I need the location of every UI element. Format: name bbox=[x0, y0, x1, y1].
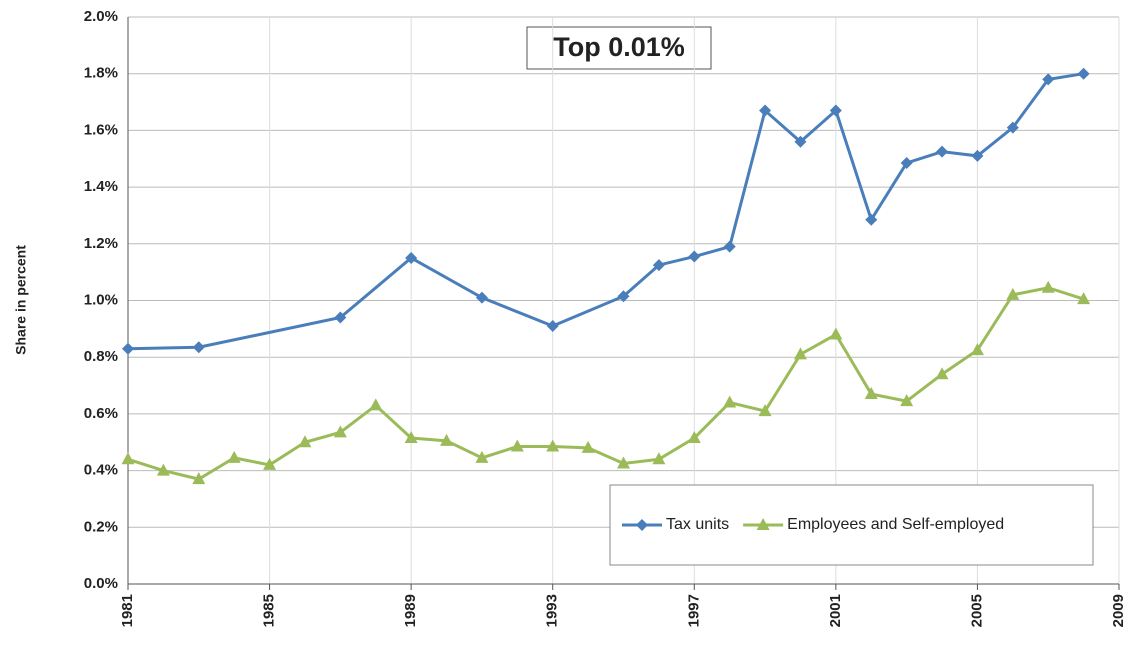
marker bbox=[156, 463, 170, 476]
marker bbox=[475, 450, 489, 463]
marker bbox=[758, 404, 772, 417]
y-tick-label: 1.2% bbox=[84, 235, 118, 252]
marker bbox=[192, 341, 205, 354]
marker bbox=[546, 320, 559, 333]
y-tick-label: 0.4% bbox=[84, 462, 118, 479]
x-tick-label: 1981 bbox=[119, 594, 136, 627]
marker bbox=[864, 387, 878, 400]
legend-label: Tax units bbox=[666, 516, 729, 533]
title-box bbox=[526, 26, 712, 70]
x-tick-label: 2005 bbox=[968, 594, 985, 627]
marker bbox=[1077, 292, 1091, 305]
marker bbox=[298, 435, 312, 448]
marker bbox=[971, 149, 984, 162]
marker bbox=[333, 425, 347, 438]
marker bbox=[334, 311, 347, 324]
marker bbox=[475, 291, 488, 304]
y-tick-label: 1.6% bbox=[84, 121, 118, 138]
marker bbox=[829, 327, 843, 340]
marker bbox=[581, 440, 595, 453]
marker bbox=[1006, 121, 1019, 134]
marker bbox=[688, 250, 701, 263]
legend-marker bbox=[756, 518, 770, 530]
marker bbox=[440, 433, 454, 446]
marker bbox=[829, 104, 842, 117]
marker bbox=[404, 430, 418, 443]
marker bbox=[723, 240, 736, 253]
marker bbox=[546, 439, 560, 452]
legend-marker bbox=[636, 519, 648, 531]
marker bbox=[652, 259, 665, 272]
marker bbox=[970, 343, 984, 356]
marker bbox=[192, 472, 206, 485]
series-line bbox=[127, 286, 1085, 481]
x-tick-label: 2001 bbox=[827, 594, 844, 627]
marker bbox=[1006, 287, 1020, 300]
marker bbox=[263, 457, 277, 470]
x-tick-label: 1993 bbox=[544, 594, 561, 627]
marker bbox=[1077, 67, 1090, 80]
x-tick-label: 1997 bbox=[685, 594, 702, 627]
y-tick-label: 0.8% bbox=[84, 348, 118, 365]
marker bbox=[759, 104, 772, 117]
marker bbox=[369, 398, 383, 411]
marker bbox=[1042, 73, 1055, 86]
legend-box bbox=[609, 484, 1094, 566]
y-tick-label: 0.2% bbox=[84, 518, 118, 535]
x-tick-label: 2009 bbox=[1110, 594, 1127, 627]
x-tick-label: 1985 bbox=[261, 594, 278, 627]
marker bbox=[510, 439, 524, 452]
marker bbox=[900, 157, 913, 170]
marker bbox=[865, 213, 878, 226]
y-tick-label: 0.0% bbox=[84, 575, 118, 592]
marker bbox=[617, 456, 630, 469]
marker bbox=[617, 290, 630, 303]
marker bbox=[1041, 280, 1055, 293]
x-tick-label: 1989 bbox=[402, 594, 419, 627]
marker bbox=[900, 394, 914, 407]
marker bbox=[794, 135, 807, 148]
legend-label: Employees and Self-employed bbox=[787, 516, 1004, 533]
marker bbox=[687, 430, 701, 443]
marker bbox=[936, 145, 949, 158]
marker bbox=[723, 395, 737, 408]
y-tick-label: 0.6% bbox=[84, 405, 118, 422]
marker bbox=[793, 347, 807, 360]
marker bbox=[652, 452, 666, 465]
y-tick-label: 1.0% bbox=[84, 291, 118, 308]
marker bbox=[935, 367, 949, 380]
marker bbox=[227, 450, 241, 463]
marker bbox=[121, 452, 135, 465]
series-line bbox=[127, 72, 1084, 351]
y-tick-label: 1.4% bbox=[84, 178, 118, 195]
marker bbox=[122, 342, 134, 355]
marker bbox=[405, 251, 418, 264]
y-tick-label: 1.8% bbox=[84, 65, 118, 82]
y-axis-label: Share in percent bbox=[13, 245, 29, 355]
y-tick-label: 2.0% bbox=[84, 8, 118, 25]
chart-title: Top 0.01% bbox=[553, 32, 685, 62]
